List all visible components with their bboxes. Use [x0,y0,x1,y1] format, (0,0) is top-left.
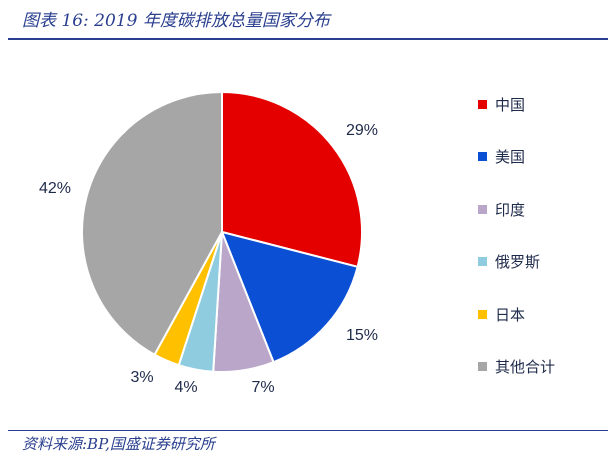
source-note: 资料来源:BP,国盛证券研究所 [22,435,215,453]
legend-swatch [478,362,487,371]
legend-swatch [478,205,487,214]
chart-title: 图表 16: 2019 年度碳排放总量国家分布 [22,11,330,31]
legend-item-1: 中国 [478,95,525,115]
legend-item-4: 俄罗斯 [478,252,540,272]
pie-slice-6 [81,90,223,357]
source-divider [8,430,608,431]
slice-label-5: 3% [130,369,153,386]
legend-swatch [478,310,487,319]
legend-item-3: 印度 [478,200,525,220]
title-divider [8,38,608,40]
legend-item-2: 美国 [478,147,525,167]
slice-label-4: 4% [174,379,197,396]
legend-label: 美国 [495,148,526,166]
slice-label-2: 15% [346,327,378,344]
pie-slice-2 [220,230,359,364]
slice-label-1: 29% [346,122,378,139]
slice-label-3: 7% [251,379,274,396]
legend-label: 印度 [495,201,526,219]
legend-item-5: 日本 [478,305,525,325]
legend-swatch [478,257,487,266]
legend-label: 中国 [495,96,526,114]
legend-swatch [478,152,487,161]
legend-label: 日本 [495,306,526,324]
slice-label-6: 42% [39,180,71,197]
legend-item-6: 其他合计 [478,357,555,377]
legend-label: 俄罗斯 [495,253,541,271]
legend-label: 其他合计 [495,358,556,376]
pie-slice-1 [221,90,363,269]
legend-swatch [478,100,487,109]
